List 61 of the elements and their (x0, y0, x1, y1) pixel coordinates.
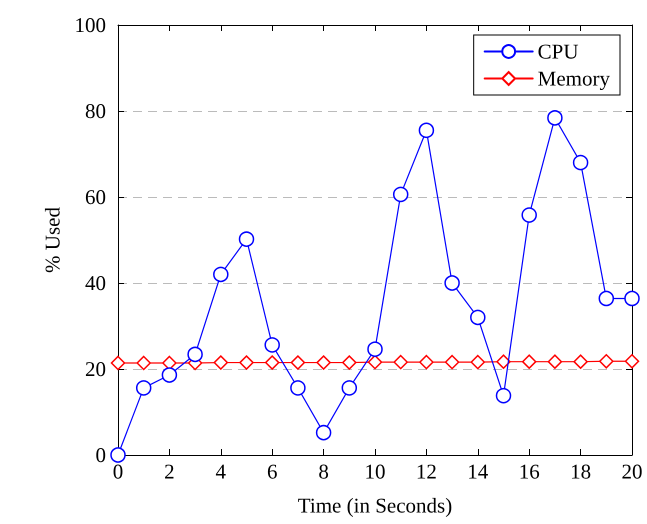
point (136, 356, 151, 370)
point (110, 356, 126, 370)
point (573, 354, 588, 369)
legend-label: Memory (538, 66, 610, 90)
point (264, 337, 280, 353)
point (598, 290, 614, 306)
y-tick-label: 0 (96, 443, 106, 467)
y-tick-label: 80 (85, 99, 106, 123)
y-axis-title: % Used (40, 206, 64, 273)
x-tick-label: 2 (164, 460, 175, 484)
point (290, 380, 306, 396)
x-tick-label: 8 (318, 460, 329, 484)
legend-label: CPU (538, 40, 579, 64)
point (367, 341, 383, 357)
point (316, 355, 331, 370)
point (393, 354, 408, 370)
point (599, 354, 614, 369)
x-tick-label: 6 (266, 460, 278, 484)
point (162, 367, 178, 383)
y-tick-label: 100 (74, 13, 106, 37)
x-tick-label: 0 (112, 460, 124, 484)
point (136, 380, 152, 396)
y-tick-label: 40 (85, 271, 106, 295)
y-tick-label: 20 (85, 357, 106, 381)
x-tick-label: 12 (416, 460, 437, 484)
x-tick-label: 10 (364, 460, 386, 484)
y-tick-label: 60 (85, 185, 106, 209)
point (444, 354, 460, 370)
point (496, 388, 512, 404)
point (547, 110, 563, 126)
point (496, 354, 511, 369)
point (187, 346, 203, 362)
point (342, 355, 357, 370)
point (290, 355, 306, 370)
point (368, 354, 382, 370)
point (239, 355, 254, 370)
x-tick-label: 20 (622, 460, 642, 484)
x-tick-label: 18 (570, 460, 592, 484)
point (392, 186, 408, 202)
point (110, 447, 126, 463)
point (470, 310, 486, 326)
x-axis-title: Time (in Seconds) (298, 494, 452, 518)
point (342, 380, 358, 396)
point (624, 290, 640, 306)
point (548, 354, 562, 369)
point (238, 231, 254, 247)
point (264, 355, 280, 370)
point (521, 207, 537, 223)
x-tick-label: 16 (518, 460, 540, 484)
point (214, 355, 228, 370)
point (418, 122, 434, 138)
x-tick-label: 14 (467, 460, 489, 484)
point (316, 424, 332, 440)
point (624, 354, 640, 369)
point (444, 275, 460, 291)
point (522, 354, 536, 369)
point (572, 154, 588, 170)
point (470, 354, 486, 370)
x-tick-label: 4 (216, 460, 227, 484)
point (213, 266, 229, 282)
point (419, 354, 434, 370)
